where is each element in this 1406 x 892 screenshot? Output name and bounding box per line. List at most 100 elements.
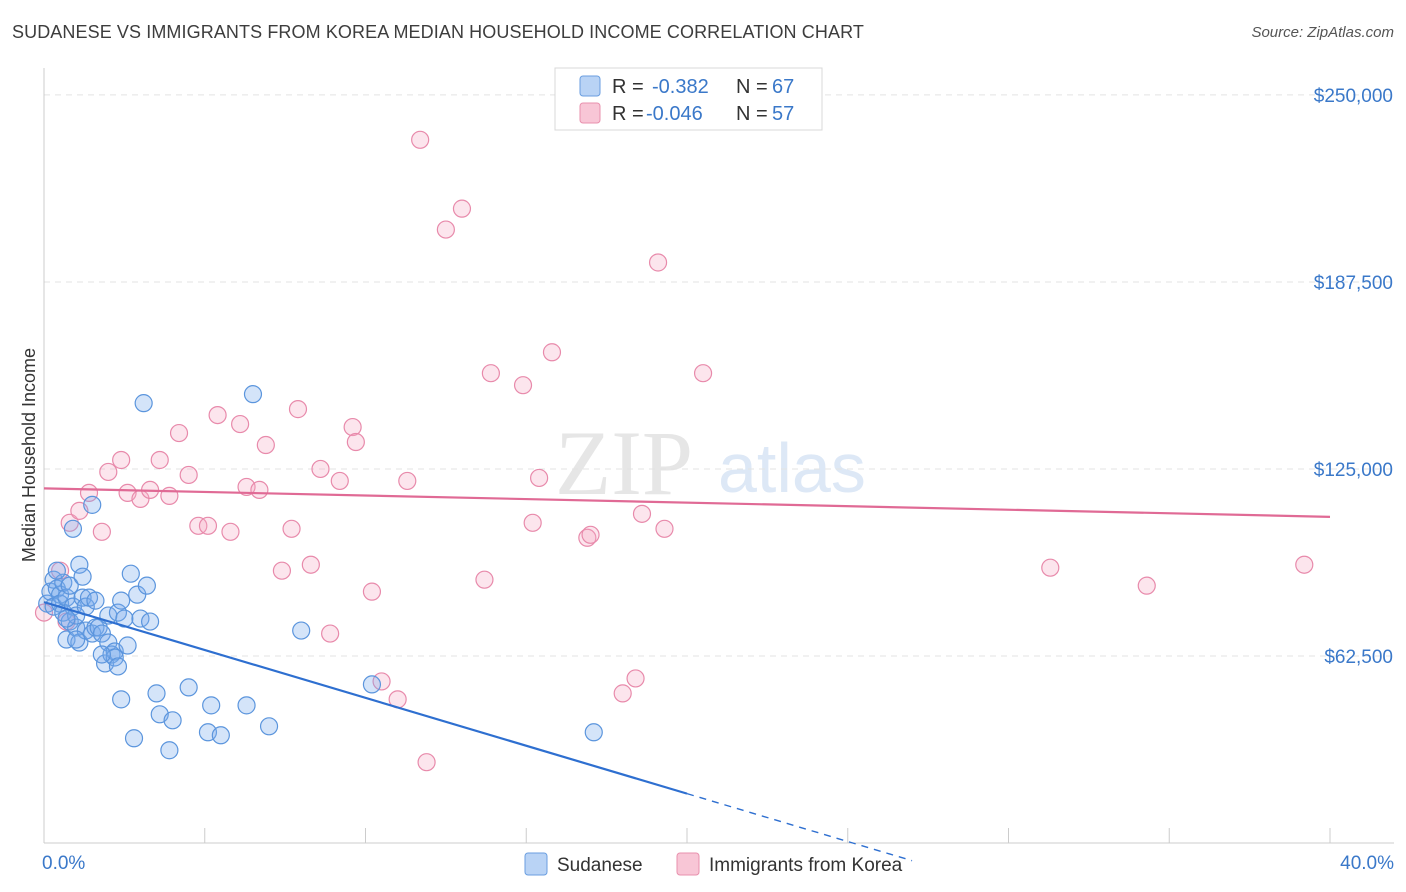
point-korea [398, 471, 417, 491]
point-sudanese [124, 729, 144, 748]
point-korea [411, 130, 430, 149]
point-sudanese [70, 555, 89, 574]
point-korea [198, 516, 218, 535]
point-korea [150, 450, 169, 470]
legend-r-label-1: R = [612, 76, 644, 98]
point-korea [417, 753, 436, 772]
legend-n-label-2: N = [736, 103, 768, 125]
bottom-legend-label-korea: Immigrants from Korea [709, 855, 903, 876]
point-korea [542, 343, 562, 362]
point-sudanese [179, 678, 198, 697]
trend-line-korea [43, 487, 1331, 518]
bottom-legend-label-sudanese: Sudanese [557, 855, 643, 876]
point-sudanese [112, 591, 131, 610]
point-korea [655, 519, 674, 538]
point-sudanese [362, 675, 382, 694]
point-sudanese [86, 591, 105, 610]
point-sudanese [47, 561, 66, 580]
chart-title: SUDANESE VS IMMIGRANTS FROM KOREA MEDIAN… [12, 22, 864, 42]
series-sudanese [38, 385, 603, 760]
point-korea [250, 480, 269, 500]
legend-swatch-korea [579, 102, 601, 124]
point-korea [112, 450, 131, 470]
point-sudanese [112, 690, 131, 709]
point-korea [578, 528, 597, 547]
point-korea [330, 471, 349, 491]
series-legend: Sudanese Immigrants from Korea [524, 852, 903, 876]
point-korea [530, 468, 549, 488]
point-korea [1041, 558, 1060, 577]
point-korea [693, 364, 713, 383]
point-korea [436, 220, 455, 239]
point-sudanese [121, 564, 140, 583]
point-sudanese [67, 630, 86, 649]
point-sudanese [57, 588, 76, 607]
point-korea [321, 624, 340, 643]
point-sudanese [211, 726, 230, 745]
x-tick-label-min: 0.0% [42, 853, 85, 874]
point-sudanese [243, 385, 263, 404]
point-korea [179, 465, 198, 485]
point-sudanese [237, 696, 256, 715]
point-sudanese [60, 576, 79, 595]
point-sudanese [73, 567, 92, 586]
point-sudanese [108, 657, 128, 676]
point-korea [169, 423, 189, 443]
watermark-atlas: atlas [718, 429, 866, 507]
point-sudanese [147, 684, 166, 703]
point-korea [99, 462, 118, 482]
grid-lines [44, 94, 1394, 657]
legend-n-value-1: 67 [772, 76, 794, 98]
point-korea [256, 435, 275, 455]
y-tick-label: $187,500 [1314, 273, 1393, 294]
correlation-legend: R = -0.382 N = 67 R = -0.046 N = 57 [554, 67, 823, 131]
point-sudanese [92, 624, 111, 643]
legend-n-label-1: N = [736, 76, 768, 98]
trend-line-sudanese-extension [686, 792, 913, 862]
legend-r-label-2: R = [612, 103, 644, 125]
point-korea [513, 376, 533, 395]
legend-r-value-1: -0.382 [652, 76, 709, 98]
point-korea [221, 522, 240, 541]
point-sudanese [137, 576, 156, 595]
watermark-zip: ZIP [555, 412, 693, 514]
x-tick-label-max: 40.0% [1340, 853, 1394, 874]
x-ticks [204, 828, 1331, 843]
point-korea [208, 406, 227, 425]
trend-lines [43, 487, 1331, 862]
point-korea [1295, 555, 1314, 574]
point-korea [632, 504, 652, 523]
legend-r-value-2: -0.046 [646, 103, 703, 125]
point-sudanese [134, 394, 153, 413]
y-tick-label: $250,000 [1314, 86, 1393, 107]
point-sudanese [202, 696, 221, 715]
point-korea [481, 364, 500, 383]
point-sudanese [292, 621, 311, 640]
watermark: ZIP atlas [555, 412, 866, 514]
trend-line-sudanese [43, 601, 688, 795]
legend-swatch-sudanese [579, 75, 601, 97]
point-korea [648, 253, 668, 272]
point-korea [282, 519, 301, 538]
point-korea [288, 400, 308, 419]
bottom-legend-swatch-korea [676, 852, 700, 876]
point-sudanese [140, 612, 160, 631]
point-korea [626, 669, 645, 688]
point-korea [160, 486, 179, 505]
point-sudanese [160, 741, 179, 760]
legend-n-value-2: 57 [772, 103, 794, 125]
point-korea [523, 513, 542, 532]
point-korea [475, 570, 494, 589]
point-korea [272, 561, 292, 580]
point-sudanese [259, 717, 279, 736]
point-sudanese [584, 723, 603, 742]
point-korea [311, 459, 330, 479]
y-tick-label: $62,500 [1324, 647, 1393, 668]
point-korea [581, 525, 600, 544]
point-korea [343, 417, 362, 437]
point-korea [189, 516, 208, 535]
point-sudanese [163, 711, 182, 730]
point-korea [231, 414, 250, 434]
point-korea [1137, 576, 1156, 595]
